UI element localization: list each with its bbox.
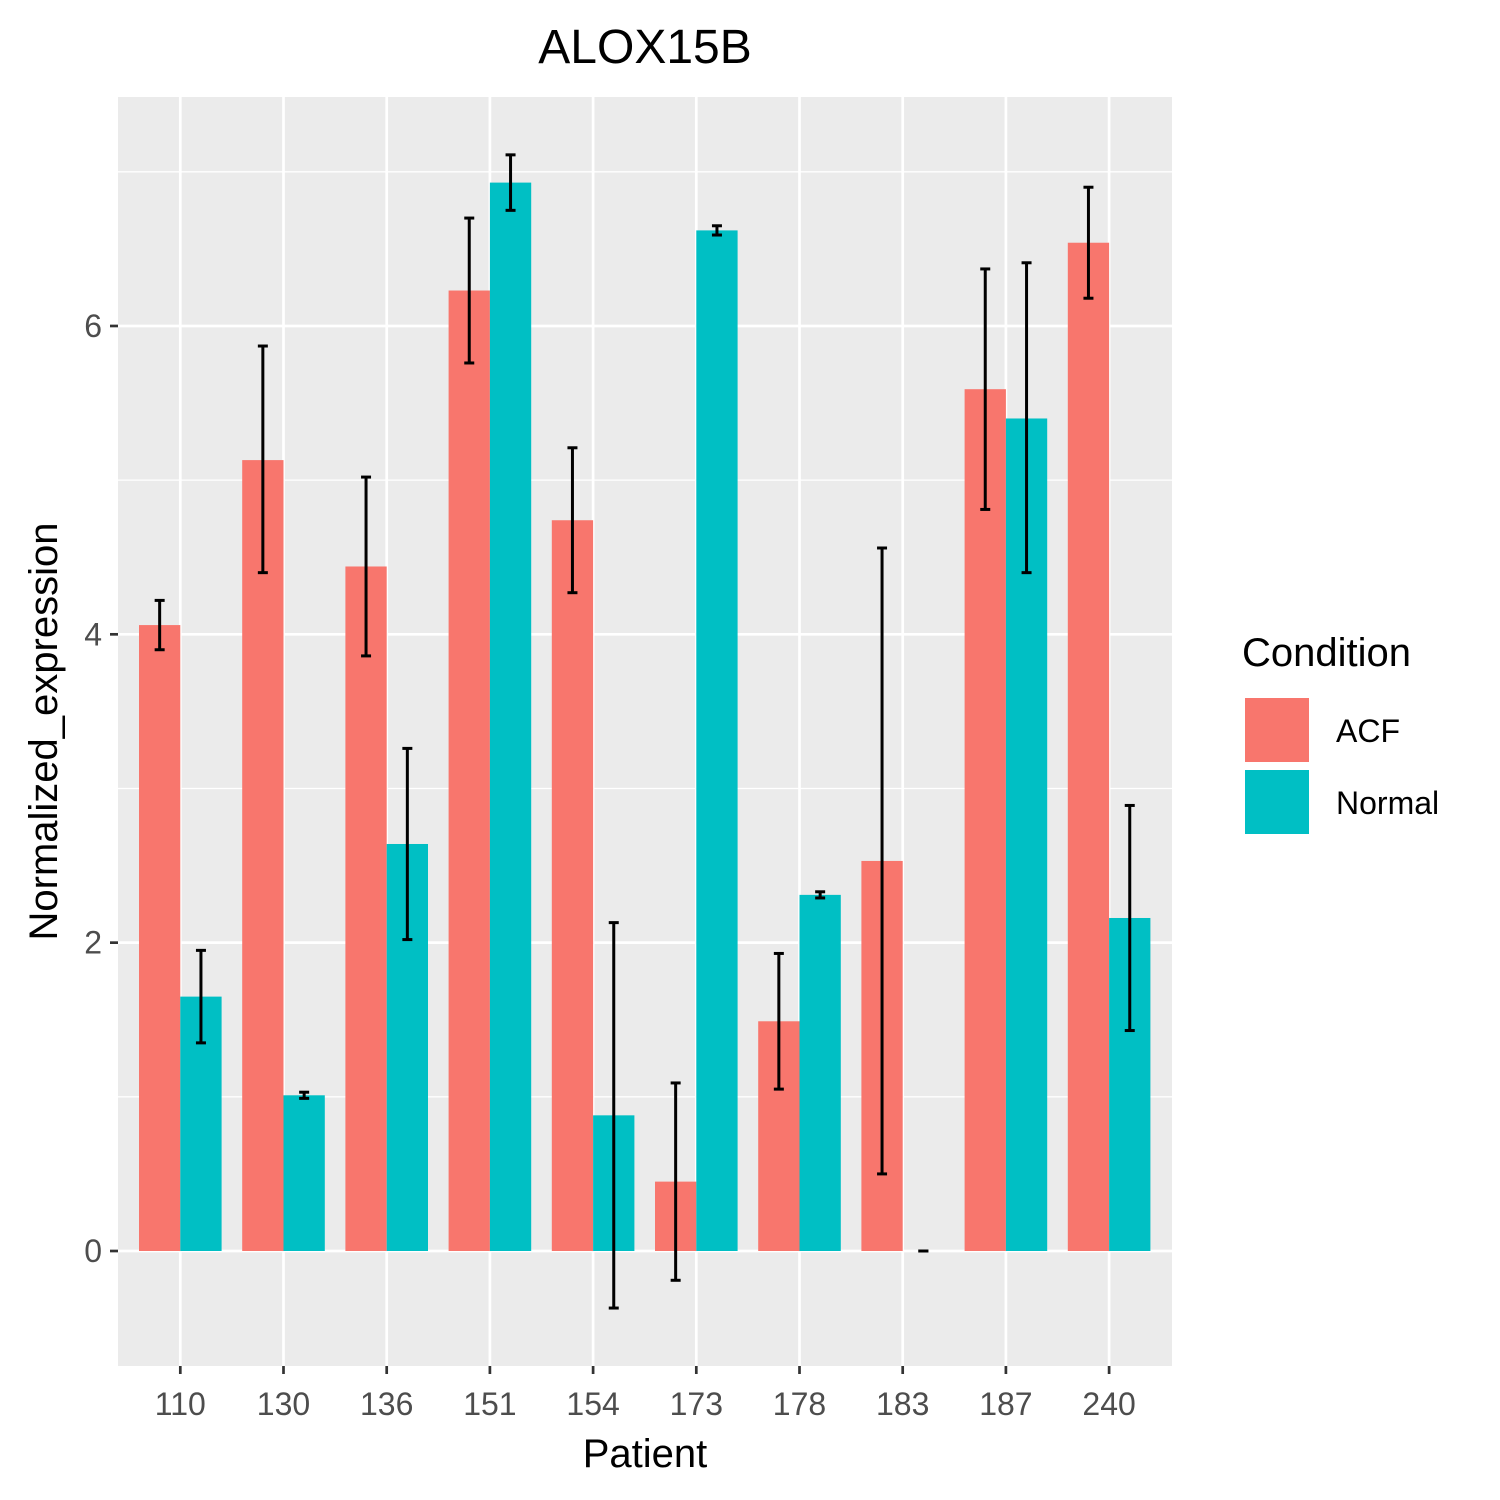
legend-title: Condition xyxy=(1242,631,1411,675)
x-tick-label-151: 151 xyxy=(463,1386,516,1422)
bar-acf-240 xyxy=(1067,242,1110,1251)
error-bar-acf-173 xyxy=(670,1081,681,1282)
chart-title: ALOX15B xyxy=(538,21,751,74)
x-tick-label-154: 154 xyxy=(566,1386,619,1422)
bar-acf-110 xyxy=(139,625,181,1251)
legend: Condition ACF Normal xyxy=(1242,631,1439,836)
x-tick-label-183: 183 xyxy=(876,1386,929,1422)
error-bars xyxy=(154,153,1135,1310)
axes: 0 2 4 6 110 130 136 151 154 173 178 183 187 240 xyxy=(84,308,1136,1422)
error-bar-acf-183 xyxy=(877,546,888,1176)
bar-normal-151 xyxy=(489,182,532,1251)
error-bar-acf-151 xyxy=(464,216,475,365)
error-bar-acf-154 xyxy=(567,446,578,595)
error-bar-normal-173 xyxy=(711,224,722,237)
x-tick-label-130: 130 xyxy=(257,1386,310,1422)
error-bar-normal-154 xyxy=(608,921,619,1310)
x-axis-title: Patient xyxy=(583,1432,708,1476)
y-tick-label: 4 xyxy=(84,616,102,652)
bar-acf-187 xyxy=(964,389,1006,1251)
legend-key-normal xyxy=(1243,768,1311,836)
error-bar-acf-187 xyxy=(980,267,991,511)
legend-label-normal: Normal xyxy=(1336,785,1439,821)
bar-normal-178 xyxy=(799,894,841,1251)
x-tick-label-240: 240 xyxy=(1082,1386,1135,1422)
bar-normal-130 xyxy=(283,1095,325,1251)
legend-key-acf xyxy=(1243,696,1311,764)
bar-acf-154 xyxy=(551,520,594,1251)
x-tick-label-187: 187 xyxy=(979,1386,1032,1422)
x-tick-label-136: 136 xyxy=(360,1386,413,1422)
bar-normal-173 xyxy=(696,230,738,1252)
y-tick-label: 2 xyxy=(84,925,102,961)
x-tick-label-178: 178 xyxy=(773,1386,826,1422)
error-bar-normal-130 xyxy=(299,1090,310,1100)
y-tick-label: 0 xyxy=(84,1233,102,1269)
legend-label-acf: ACF xyxy=(1336,713,1400,749)
bar-acf-136 xyxy=(345,566,387,1251)
bar-acf-130 xyxy=(242,460,284,1251)
error-bar-normal-240 xyxy=(1124,803,1135,1033)
error-bar-acf-178 xyxy=(773,951,784,1091)
error-bar-acf-240 xyxy=(1083,185,1094,300)
error-bar-normal-136 xyxy=(402,746,413,942)
error-bar-acf-130 xyxy=(257,344,268,575)
y-tick-label: 6 xyxy=(84,308,102,344)
bars xyxy=(139,182,1151,1252)
y-axis-title: Normalized_expression xyxy=(22,523,66,941)
error-bar-normal-110 xyxy=(195,948,206,1045)
error-bar-normal-151 xyxy=(505,153,516,212)
x-tick-label-110: 110 xyxy=(155,1386,206,1422)
error-bar-normal-178 xyxy=(815,890,826,900)
x-tick-label-173: 173 xyxy=(670,1386,723,1422)
error-bar-acf-110 xyxy=(154,598,165,652)
error-bar-normal-187 xyxy=(1021,261,1032,575)
bar-acf-151 xyxy=(448,290,490,1252)
error-bar-acf-136 xyxy=(361,475,372,658)
